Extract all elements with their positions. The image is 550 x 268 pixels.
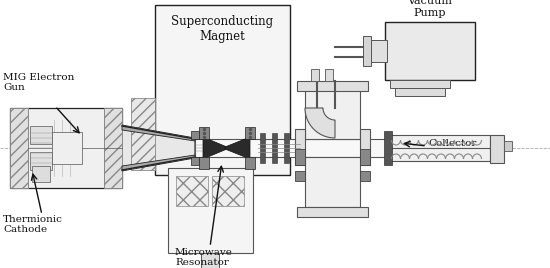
Bar	[207, 197, 221, 205]
Bar	[191, 131, 199, 139]
Bar	[360, 129, 370, 165]
Bar	[195, 139, 490, 157]
Bar	[199, 157, 209, 169]
Bar	[297, 207, 368, 217]
Bar	[311, 69, 319, 81]
Bar	[360, 149, 370, 165]
Bar	[390, 148, 490, 161]
Bar	[369, 40, 387, 62]
Bar	[191, 157, 199, 165]
Bar	[260, 133, 265, 163]
Bar	[284, 133, 289, 163]
Polygon shape	[203, 137, 227, 159]
Polygon shape	[225, 137, 250, 159]
Bar	[360, 171, 370, 181]
Bar	[504, 141, 512, 151]
Bar	[305, 157, 360, 207]
Bar	[30, 126, 52, 144]
Bar	[32, 166, 50, 182]
Bar	[295, 129, 305, 165]
Text: Vacuum
Pump: Vacuum Pump	[408, 0, 453, 18]
Bar	[201, 253, 219, 268]
Bar	[390, 135, 490, 150]
Bar	[168, 168, 253, 253]
Bar	[207, 175, 221, 185]
Polygon shape	[305, 108, 335, 138]
Text: MIG Electron
Gun: MIG Electron Gun	[3, 73, 74, 92]
Polygon shape	[122, 126, 195, 170]
Bar	[395, 88, 445, 96]
Polygon shape	[122, 155, 195, 171]
Bar	[155, 5, 290, 175]
Bar	[52, 132, 82, 164]
Bar	[176, 176, 208, 206]
Bar	[295, 171, 305, 181]
Bar	[199, 127, 209, 139]
Text: Superconducting
Magnet: Superconducting Magnet	[172, 15, 273, 43]
Bar	[295, 149, 305, 165]
Bar	[131, 98, 155, 170]
Bar	[363, 36, 371, 66]
Bar	[10, 108, 28, 188]
Polygon shape	[122, 125, 195, 141]
Bar	[245, 127, 255, 139]
Bar	[104, 108, 122, 188]
Bar	[10, 108, 122, 188]
Text: Thermionic
Cathode: Thermionic Cathode	[3, 215, 63, 234]
Bar	[490, 135, 504, 163]
Bar	[325, 69, 333, 81]
Bar	[205, 191, 223, 197]
Bar	[384, 131, 392, 165]
Bar	[305, 89, 360, 139]
Text: Microwave
Resonator: Microwave Resonator	[175, 248, 233, 267]
Text: Collector: Collector	[428, 140, 476, 148]
Bar	[212, 176, 244, 206]
Bar	[272, 133, 277, 163]
Bar	[201, 185, 227, 191]
Bar	[297, 81, 368, 91]
Bar	[30, 152, 52, 170]
Bar	[385, 22, 475, 80]
Bar	[390, 80, 450, 88]
Bar	[245, 157, 255, 169]
